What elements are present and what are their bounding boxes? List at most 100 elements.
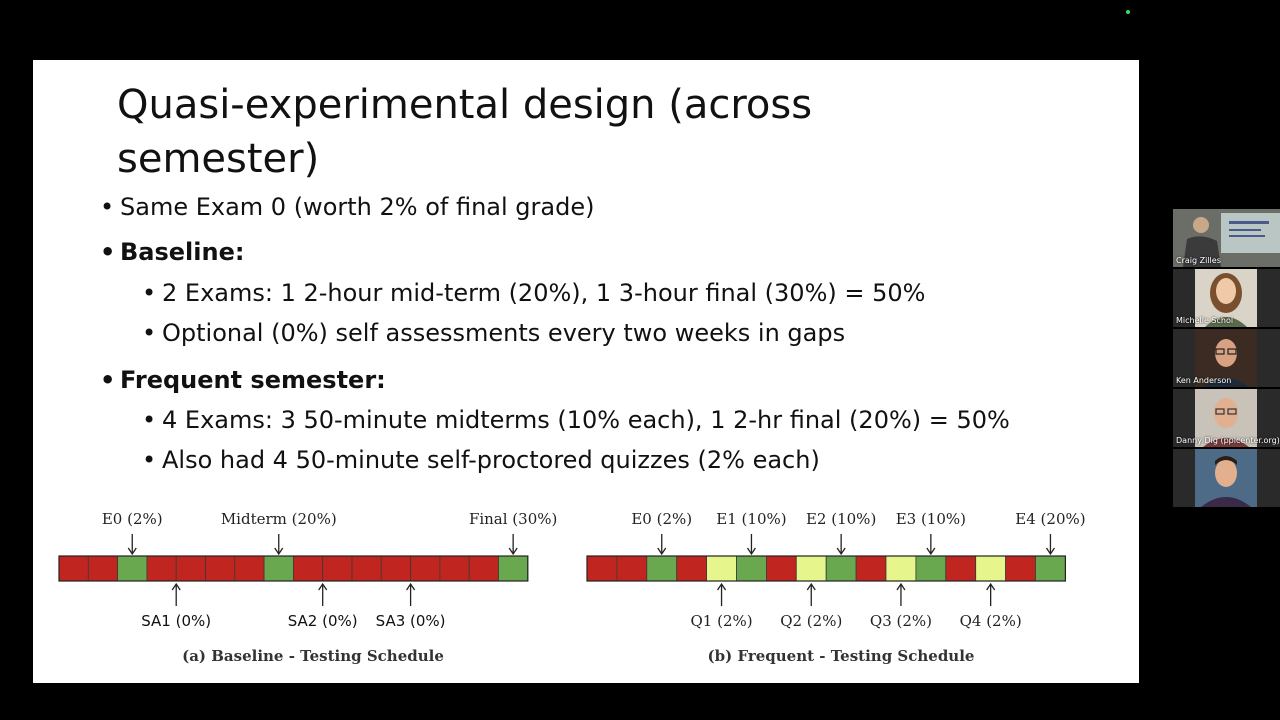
baseline-quiz-arrow-head [318, 582, 328, 591]
man-glasses-avatar-icon [1173, 329, 1280, 387]
bullet-text: Also had 4 50-minute self-proctored quiz… [162, 446, 820, 474]
baseline-exam-label: E0 (2%) [102, 510, 163, 528]
frequent-quiz-label: Q1 (2%) [690, 612, 752, 630]
frequent-week-cell [676, 555, 708, 582]
frequent-week-cell [885, 555, 917, 582]
frequent-week-cell [795, 555, 827, 582]
bullet-text: Same Exam 0 (worth 2% of final grade) [120, 193, 595, 221]
woman-avatar-icon [1173, 269, 1280, 327]
participant-tile[interactable]: Danny Dig (ppicenter.org) [1173, 389, 1280, 447]
baseline-quiz-label: SA3 (0%) [376, 612, 446, 630]
frequent-timeline: E0 (2%) E1 (10%) E2 (10%) E3 (10%) E4 (20%) Q… [586, 510, 1086, 630]
baseline-exam-arrow-head [508, 547, 518, 556]
bullet-glyph: • [100, 366, 116, 394]
frequent-week-cell [1035, 555, 1066, 582]
frequent-quiz-arrow-head [896, 582, 906, 591]
man-avatar-icon [1173, 449, 1280, 507]
frequent-exam-arrow-head [836, 547, 846, 556]
frequent-week-cell [616, 555, 648, 582]
frequent-exam-label: E2 (10%) [806, 510, 876, 528]
frequent-week-cell [945, 555, 977, 582]
baseline-exam-label: Midterm (20%) [221, 510, 337, 528]
bullet-item: • 4 Exams: 3 50-minute midterms (10% each… [142, 405, 1010, 435]
frequent-week-cell [855, 555, 887, 582]
participant-tile[interactable]: Craig Zilles [1173, 209, 1280, 267]
frequent-exam-label: E4 (20%) [1015, 510, 1085, 528]
baseline-caption: (a) Baseline - Testing Schedule [182, 647, 444, 665]
baseline-week-cell [439, 555, 470, 582]
testing-schedule-svg: E0 (2%) Midterm (20%) Final (30%) SA1 (0%) S… [58, 510, 1086, 665]
frequent-exam-label: E0 (2%) [631, 510, 692, 528]
baseline-week-cell [205, 555, 236, 582]
slide-title: Quasi-experimental design (across semest… [117, 82, 813, 182]
baseline-week-cell [87, 555, 118, 582]
frequent-week-cell [646, 555, 678, 582]
participant-name: Danny Dig (ppicenter.org) [1176, 436, 1280, 445]
baseline-exam-arrow-head [127, 547, 137, 556]
baseline-quiz-arrow-head [171, 582, 181, 591]
participant-name: Michelle Schol [1176, 316, 1234, 325]
frequent-timeline-border [586, 555, 1066, 582]
baseline-timeline: E0 (2%) Midterm (20%) Final (30%) SA1 (0%) S… [58, 510, 557, 630]
frequent-week-cell [915, 555, 947, 582]
frequent-exam-label: E1 (10%) [716, 510, 786, 528]
bullet-text: Optional (0%) self assessments every two… [162, 319, 846, 347]
baseline-week-cell [117, 555, 148, 582]
bullet-item: • Frequent semester: [100, 365, 386, 395]
bullet-glyph: • [142, 446, 157, 474]
baseline-week-cell [175, 555, 206, 582]
baseline-week-cell [322, 555, 353, 582]
bullet-glyph: • [142, 279, 157, 307]
frequent-exam-label: E3 (10%) [896, 510, 966, 528]
frequent-exam-arrow-head [746, 547, 756, 556]
frequent-week-cell [706, 555, 737, 582]
bullet-glyph: • [142, 406, 157, 434]
baseline-week-cell [58, 555, 89, 582]
baseline-week-cell [292, 555, 324, 582]
baseline-week-cell [146, 555, 177, 582]
frequent-quiz-label: Q4 (2%) [960, 612, 1022, 630]
bullet-text: 4 Exams: 3 50-minute midterms (10% each)… [162, 406, 1010, 434]
baseline-timeline-border [58, 555, 529, 582]
frequent-week-cell [736, 555, 767, 582]
baseline-week-cell [351, 555, 382, 582]
participant-panel: Craig Zilles Michelle Schol Ken Anderson [1173, 209, 1280, 509]
baseline-quiz-arrow-head [406, 582, 416, 591]
baseline-quiz-label: SA2 (0%) [288, 612, 358, 630]
bullet-glyph: • [100, 193, 115, 221]
recording-indicator [1126, 10, 1130, 14]
bullet-text: Frequent semester: [120, 366, 386, 394]
frequent-caption: (b) Frequent - Testing Schedule [708, 647, 975, 665]
presentation-slide: Quasi-experimental design (across semest… [33, 60, 1139, 683]
frequent-quiz-label: Q3 (2%) [870, 612, 932, 630]
bullet-item: • Optional (0%) self assessments every tw… [142, 318, 846, 348]
frequent-week-cell [975, 555, 1007, 582]
baseline-exam-label: Final (30%) [469, 510, 557, 528]
baseline-week-cell [263, 555, 294, 582]
frequent-week-cell [586, 555, 618, 582]
participant-name: Craig Zilles [1176, 256, 1221, 265]
bullet-glyph: • [142, 319, 157, 347]
frequent-week-cell [766, 555, 797, 582]
participant-tile[interactable] [1173, 449, 1280, 507]
participant-tile[interactable]: Ken Anderson [1173, 329, 1280, 387]
bullet-item: • Same Exam 0 (worth 2% of final grade) [100, 192, 595, 222]
frequent-week-cell [825, 555, 857, 582]
testing-schedule-diagrams: E0 (2%) Midterm (20%) Final (30%) SA1 (0%) S… [33, 500, 1139, 683]
bullet-item: • Also had 4 50-minute self-proctored qui… [142, 445, 820, 475]
baseline-week-cell [468, 555, 499, 582]
baseline-week-cell [380, 555, 411, 582]
baseline-quiz-label: SA1 (0%) [141, 612, 211, 630]
frequent-exam-arrow-head [657, 547, 667, 556]
participant-tile[interactable]: Michelle Schol [1173, 269, 1280, 327]
baseline-week-cell [234, 555, 265, 582]
bullet-glyph: • [100, 238, 116, 266]
bullet-text: Baseline: [120, 238, 245, 266]
frequent-week-cell [1005, 555, 1036, 582]
frequent-quiz-arrow-head [717, 582, 727, 591]
man-glasses-avatar-icon [1173, 389, 1280, 447]
presenter-video-thumbnail-icon [1173, 209, 1280, 267]
bullet-text: 2 Exams: 1 2-hour mid-term (20%), 1 3-ho… [162, 279, 926, 307]
baseline-exam-arrow-head [274, 547, 284, 556]
frequent-exam-arrow-head [926, 547, 936, 556]
